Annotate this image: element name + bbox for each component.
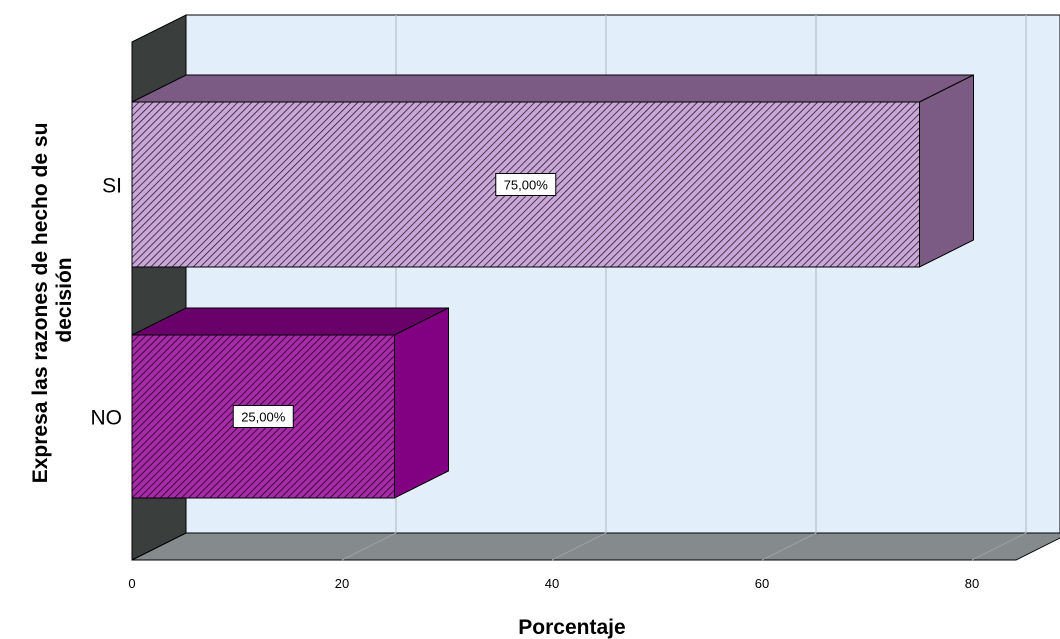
- bar-side-face: [919, 74, 974, 268]
- x-tick-label: 20: [335, 576, 349, 591]
- floor-gridline: [341, 532, 397, 561]
- y-axis-title: Expresa las razones de hecho de su decis…: [29, 117, 76, 484]
- x-tick-label: 0: [128, 576, 135, 591]
- y-axis-categories: SI NO: [91, 175, 123, 430]
- y-axis-title-line-1: Expresa las razones de hecho de su: [29, 123, 52, 484]
- bars: 75,00% 25,00%: [131, 74, 974, 499]
- bar-no: 25,00%: [131, 307, 449, 499]
- y-axis-title-line-2: decisión: [53, 257, 76, 342]
- y-category-label: SI: [102, 175, 122, 198]
- floor-gridline: [551, 532, 607, 561]
- floor-gridline: [971, 532, 1027, 561]
- x-tick-label: 60: [755, 576, 769, 591]
- x-axis-ticks: 0 20 40 60 80: [128, 576, 979, 591]
- bar-top-face: [131, 307, 449, 336]
- data-label: 25,00%: [241, 410, 286, 425]
- x-axis-title: Porcentaje: [518, 616, 625, 639]
- x-tick-label: 80: [965, 576, 979, 591]
- y-category-label: NO: [91, 407, 123, 430]
- floor-gridline: [761, 532, 817, 561]
- data-label-box: [232, 405, 294, 428]
- bar-si: 75,00%: [131, 74, 974, 268]
- data-label: 75,00%: [504, 178, 549, 193]
- data-label-box: [495, 173, 557, 196]
- floor: [131, 532, 1060, 561]
- bar-top-face: [131, 74, 974, 103]
- bar-side-face: [394, 307, 449, 499]
- x-tick-label: 40: [545, 576, 559, 591]
